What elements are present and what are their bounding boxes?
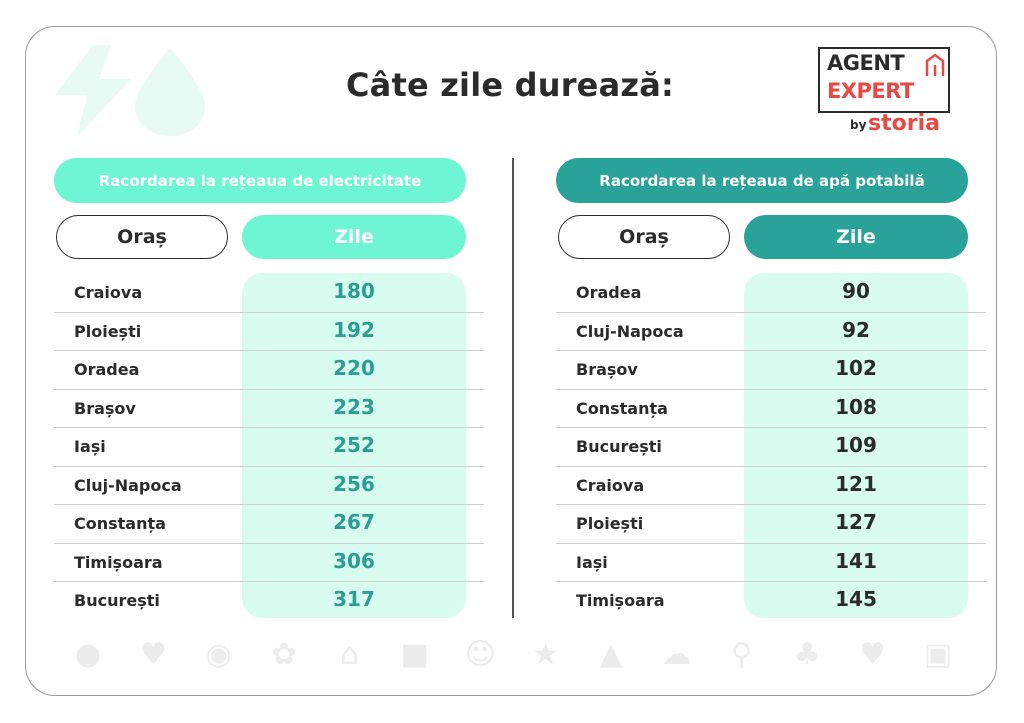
- page-title: Câte zile durează:: [345, 66, 674, 104]
- days-value: 90: [842, 279, 870, 303]
- heart-icon: ♥: [139, 637, 167, 672]
- days-value: 109: [835, 433, 877, 457]
- star-icon: ★: [532, 637, 560, 672]
- water-drop-icon: [135, 48, 205, 136]
- table-row: Constanța 267: [54, 505, 484, 544]
- table-row: Ploiești 192: [54, 313, 484, 351]
- logo-by-text: by: [850, 118, 867, 132]
- days-value: 92: [842, 317, 870, 342]
- table-row: Oradea 220: [54, 351, 484, 390]
- eye-icon: ◉: [205, 637, 232, 672]
- city-name: Craiova: [74, 283, 143, 302]
- city-name: Oradea: [576, 283, 642, 302]
- heart-icon: ♥: [859, 637, 886, 672]
- city-name: Constanța: [74, 514, 166, 533]
- days-value: 220: [333, 356, 375, 380]
- electricity-rows: Craiova 180 Ploiești 192 Oradea 220 Brașov 2…: [54, 274, 484, 620]
- city-name: București: [576, 437, 662, 456]
- lightning-icon: [55, 45, 131, 137]
- house-logo-icon: [925, 53, 945, 76]
- pin-icon: ●: [74, 637, 102, 672]
- electricity-heading: Racordarea la rețeaua de electricitate: [54, 158, 466, 203]
- city-column-header: Oraș: [56, 215, 228, 259]
- smile-icon: ☺: [464, 637, 496, 672]
- city-name: Timișoara: [576, 591, 665, 610]
- water-heading: Racordarea la rețeaua de apă potabilă: [556, 158, 968, 203]
- table-row: Timișoara 306: [54, 544, 484, 582]
- days-value: 252: [333, 433, 375, 457]
- city-name: Brașov: [576, 360, 638, 379]
- city-name: Timișoara: [74, 552, 163, 572]
- days-value: 180: [333, 279, 375, 303]
- city-name: Craiova: [576, 475, 645, 495]
- table-row: Ploiești 127: [556, 505, 986, 544]
- table-row: Cluj-Napoca 92: [556, 313, 986, 351]
- days-value: 223: [333, 394, 375, 419]
- tree-icon: ♣: [793, 637, 821, 672]
- table-row: Timișoara 145: [556, 582, 986, 620]
- city-name: Iași: [576, 552, 608, 572]
- chat-icon: ■: [400, 637, 430, 672]
- table-row: Iași 252: [54, 428, 484, 467]
- table-row: Craiova 180: [54, 274, 484, 313]
- decorative-icon-strip: ● ♥ ◉ ✿ ⌂ ■ ☺ ★ ▲ ☁ ⚲ ♣ ♥ ▣: [68, 632, 958, 678]
- city-name: Brașov: [74, 398, 136, 418]
- days-value: 102: [835, 356, 877, 380]
- days-value: 267: [333, 510, 375, 534]
- days-column-header: Zile: [744, 215, 968, 259]
- briefcase-icon: ▣: [923, 637, 953, 672]
- table-row: Constanța 108: [556, 390, 986, 428]
- table-row: Oradea 90: [556, 274, 986, 313]
- agent-expert-logo: AGENT EXPERT: [818, 47, 950, 113]
- days-value: 192: [333, 317, 375, 342]
- table-row: București 317: [54, 582, 484, 620]
- water-rows: Oradea 90 Cluj-Napoca 92 Brașov 102 Constan…: [556, 274, 986, 620]
- days-column-header: Zile: [242, 215, 466, 259]
- days-value: 145: [835, 587, 877, 611]
- days-value: 121: [835, 471, 877, 496]
- table-row: Craiova 121: [556, 467, 986, 505]
- days-column-background: [744, 273, 968, 618]
- home-icon: ⌂: [339, 637, 360, 672]
- days-value: 306: [333, 548, 375, 573]
- thumbs-up-icon: ▲: [599, 637, 623, 672]
- table-row: București 109: [556, 428, 986, 467]
- days-column-background: [242, 273, 466, 618]
- city-name: București: [74, 591, 160, 610]
- city-name: Cluj-Napoca: [576, 321, 684, 341]
- column-divider: [512, 158, 514, 618]
- days-value: 127: [835, 510, 877, 534]
- city-name: Oradea: [74, 360, 140, 379]
- days-value: 317: [333, 587, 375, 611]
- table-row: Brașov 102: [556, 351, 986, 390]
- days-value: 108: [835, 394, 877, 419]
- table-row: Iași 141: [556, 544, 986, 582]
- days-value: 256: [333, 471, 375, 496]
- city-name: Ploiești: [74, 321, 142, 341]
- city-name: Cluj-Napoca: [74, 475, 182, 495]
- city-name: Constanța: [576, 398, 668, 418]
- city-name: Iași: [74, 437, 106, 456]
- flower-icon: ✿: [271, 637, 297, 672]
- city-column-header: Oraș: [558, 215, 730, 259]
- table-row: Cluj-Napoca 256: [54, 467, 484, 505]
- storia-brand: storia: [868, 111, 940, 136]
- days-value: 141: [835, 548, 877, 573]
- table-row: Brașov 223: [54, 390, 484, 428]
- city-name: Ploiești: [576, 514, 644, 533]
- cloud-icon: ☁: [661, 637, 692, 672]
- key-icon: ⚲: [730, 637, 753, 672]
